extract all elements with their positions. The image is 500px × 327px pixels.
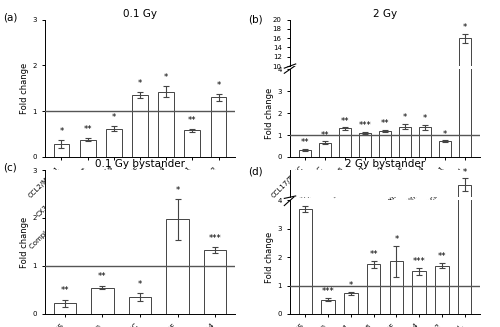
Bar xyxy=(298,111,310,112)
Bar xyxy=(298,150,310,157)
Bar xyxy=(390,245,403,279)
Bar xyxy=(184,130,200,157)
Bar xyxy=(412,271,426,314)
Bar xyxy=(339,107,351,112)
Text: **: ** xyxy=(98,272,106,281)
Text: *: * xyxy=(138,280,142,288)
Bar xyxy=(367,264,380,314)
Text: *: * xyxy=(463,23,468,32)
Bar xyxy=(419,128,431,157)
Y-axis label: Fold change: Fold change xyxy=(20,63,30,114)
Bar xyxy=(399,127,411,157)
Text: *: * xyxy=(138,79,142,88)
Text: ***: *** xyxy=(412,257,426,266)
Bar xyxy=(339,129,351,157)
Bar xyxy=(128,297,152,314)
Text: **: ** xyxy=(60,286,69,295)
Bar xyxy=(359,107,371,112)
Bar xyxy=(439,141,452,157)
Text: ***: *** xyxy=(208,234,222,243)
Y-axis label: Fold change: Fold change xyxy=(266,232,274,283)
Bar xyxy=(132,95,148,157)
Text: *: * xyxy=(176,186,180,195)
Y-axis label: Fold change: Fold change xyxy=(266,88,274,139)
Text: **: ** xyxy=(84,125,92,134)
Bar xyxy=(158,92,174,157)
Bar xyxy=(390,262,403,314)
Title: 2 Gy bystander: 2 Gy bystander xyxy=(345,159,425,169)
Y-axis label: Fold change: Fold change xyxy=(20,216,30,267)
Bar xyxy=(106,129,122,157)
Text: *: * xyxy=(403,113,407,122)
Bar xyxy=(54,303,76,314)
Bar xyxy=(435,266,448,314)
Title: 0.1 Gy bystander: 0.1 Gy bystander xyxy=(95,159,185,169)
Text: *: * xyxy=(60,127,64,136)
Bar xyxy=(344,294,358,314)
Bar xyxy=(322,269,335,279)
Text: **: ** xyxy=(340,117,349,126)
Bar xyxy=(439,109,452,112)
Bar xyxy=(166,219,189,314)
Text: ***: *** xyxy=(299,194,312,203)
Bar xyxy=(379,131,391,157)
Bar xyxy=(204,250,227,314)
Text: (a): (a) xyxy=(3,13,18,23)
Bar xyxy=(210,97,226,157)
Text: **: ** xyxy=(320,131,329,140)
Text: (c): (c) xyxy=(3,163,17,173)
Bar xyxy=(298,212,312,279)
Bar xyxy=(460,0,471,157)
Text: **: ** xyxy=(188,116,196,125)
Text: *: * xyxy=(164,73,168,82)
Text: *: * xyxy=(394,234,398,244)
Text: **: ** xyxy=(300,138,309,147)
Text: *: * xyxy=(216,81,220,90)
Bar xyxy=(367,247,380,279)
Bar xyxy=(298,209,312,314)
Text: **: ** xyxy=(370,250,378,259)
Text: *: * xyxy=(462,168,466,177)
Bar xyxy=(460,38,471,112)
Bar xyxy=(344,266,358,279)
Text: **: ** xyxy=(438,252,446,261)
Bar xyxy=(359,133,371,157)
Bar xyxy=(458,166,471,314)
Text: (d): (d) xyxy=(248,167,263,177)
Bar xyxy=(91,287,114,314)
Bar xyxy=(322,300,335,314)
Bar xyxy=(54,144,70,157)
Bar xyxy=(412,251,426,279)
Text: *: * xyxy=(112,113,116,122)
Bar xyxy=(318,143,331,157)
Bar xyxy=(379,107,391,112)
Bar xyxy=(435,248,448,279)
Bar xyxy=(458,184,471,279)
Text: *: * xyxy=(349,281,353,289)
Bar xyxy=(80,140,96,157)
Bar xyxy=(318,110,331,112)
Text: *: * xyxy=(443,129,448,139)
Text: ***: *** xyxy=(322,287,334,296)
Text: (b): (b) xyxy=(248,14,263,24)
Text: *: * xyxy=(423,114,428,123)
Bar xyxy=(419,106,431,112)
Bar xyxy=(399,106,411,112)
Title: 0.1 Gy: 0.1 Gy xyxy=(123,9,157,19)
Text: **: ** xyxy=(381,119,389,129)
Title: 2 Gy: 2 Gy xyxy=(373,9,397,19)
Text: ***: *** xyxy=(358,121,372,130)
